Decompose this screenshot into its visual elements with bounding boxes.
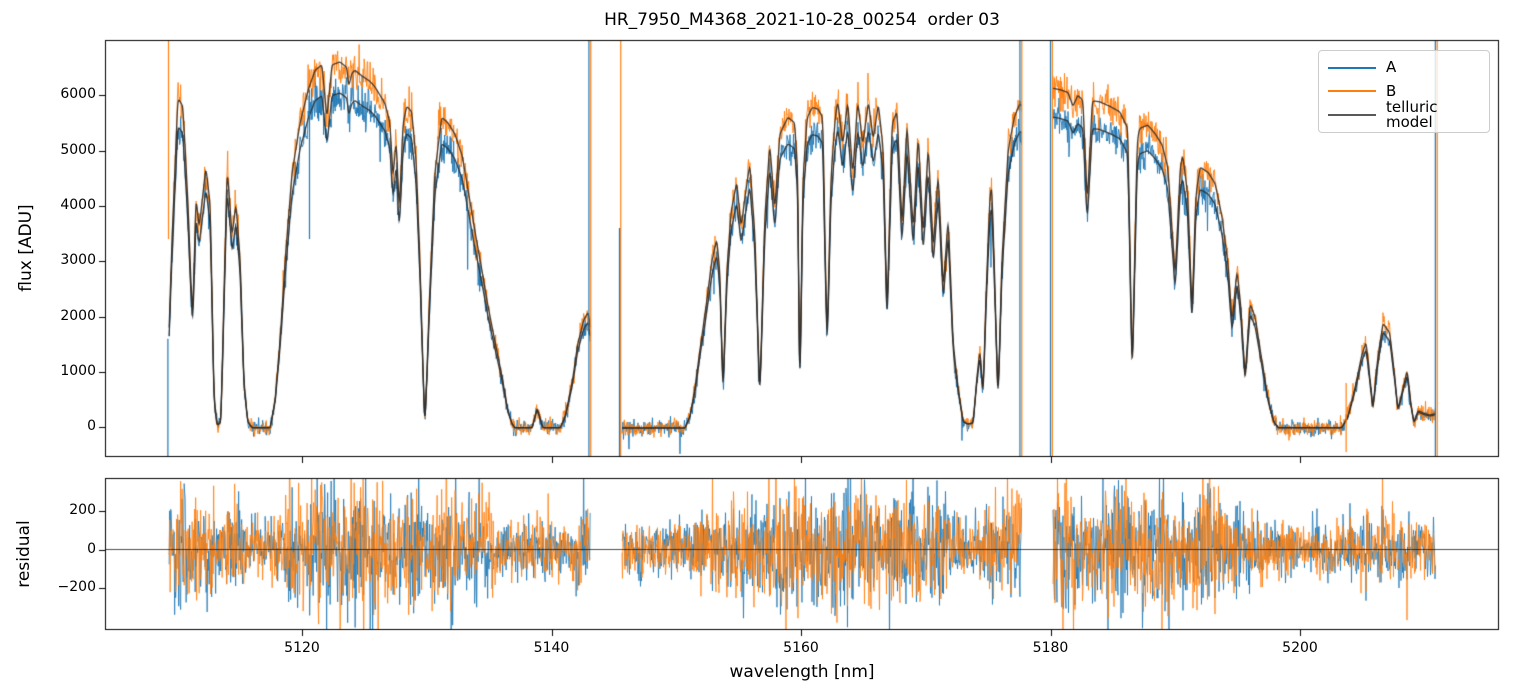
x-axis-label: wavelength [nm] [729, 662, 875, 682]
residual-tick-label: −200 [57, 579, 96, 595]
residual-tick-label: 200 [69, 502, 96, 518]
flux-tick-label: 0 [87, 418, 96, 435]
x-tick-label: 5120 [284, 640, 320, 656]
chart-title: HR_7950_M4368_2021-10-28_00254 order 03 [604, 10, 1000, 30]
flux-tick-label: 1000 [60, 362, 96, 379]
legend-label-b: B [1386, 81, 1397, 100]
x-tick-label: 5200 [1282, 640, 1318, 656]
x-tick-label: 5180 [1032, 640, 1069, 656]
flux-tick-label: 5000 [60, 141, 96, 158]
legend-line-sample-a [1328, 66, 1376, 69]
residual-tick-label: 0 [87, 540, 96, 557]
legend-item-a: A [1328, 57, 1480, 79]
legend: A B telluric model [1318, 50, 1490, 133]
legend-label-telluric-model: telluric model [1386, 98, 1438, 132]
flux-tick-label: 2000 [60, 307, 96, 324]
flux-axis-label: flux [ADU] [16, 204, 36, 292]
flux-tick-label: 3000 [60, 252, 96, 269]
x-tick-label: 5160 [783, 640, 819, 656]
flux-tick-label: 6000 [60, 86, 96, 103]
x-tick-label: 5140 [533, 640, 570, 656]
legend-item-telluric-model: telluric model [1328, 100, 1480, 130]
legend-label-a: A [1386, 58, 1397, 77]
legend-line-sample-telluric [1328, 114, 1376, 117]
legend-item-b: B [1328, 80, 1480, 102]
flux-tick-label: 4000 [60, 196, 96, 213]
residual-axis-label: residual [14, 520, 34, 588]
legend-line-sample-b [1328, 90, 1376, 93]
